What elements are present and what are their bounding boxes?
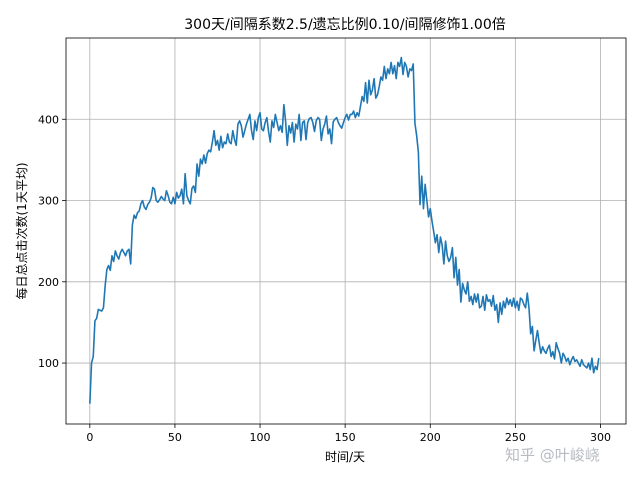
x-axis-label: 时间/天 bbox=[325, 450, 365, 464]
y-axis-label: 每日总点击次数(1天平均) bbox=[14, 163, 29, 300]
x-tick-label: 300 bbox=[590, 431, 611, 444]
x-tick-label: 0 bbox=[86, 431, 93, 444]
series-line bbox=[89, 56, 600, 404]
y-tick-label: 100 bbox=[38, 357, 59, 370]
y-tick-label: 400 bbox=[38, 113, 59, 126]
y-tick-label: 300 bbox=[38, 195, 59, 208]
grid bbox=[66, 38, 626, 424]
chart-title: 300天/间隔系数2.5/遗忘比例0.10/间隔修饰1.00倍 bbox=[184, 17, 505, 33]
x-tick-label: 150 bbox=[335, 431, 356, 444]
watermark: 知乎 @叶峻峣 bbox=[505, 446, 600, 464]
x-tick-label: 250 bbox=[505, 431, 526, 444]
x-tick-label: 200 bbox=[420, 431, 441, 444]
x-tick-label: 50 bbox=[168, 431, 182, 444]
plot-area bbox=[89, 56, 600, 404]
x-tick-label: 100 bbox=[250, 431, 271, 444]
axis-ticks: 0 50 100 150 200 250 300 100 200 300 400 bbox=[38, 113, 611, 444]
axes-frame bbox=[65, 37, 627, 425]
y-tick-label: 200 bbox=[38, 276, 59, 289]
